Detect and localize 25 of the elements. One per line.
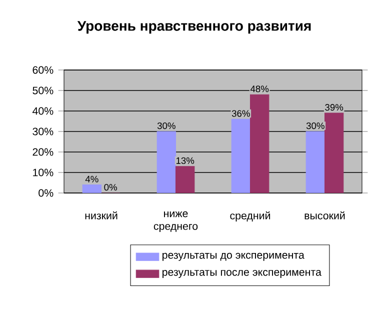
data-label: 30% [306,122,324,130]
data-label: 30% [157,122,176,130]
y-tick-label: 30% [32,128,54,136]
bar [324,112,344,193]
data-label: 4% [85,176,98,182]
legend-label: результаты до эксперимента [162,252,304,261]
y-tick-label: 50% [32,86,54,94]
data-label: 36% [232,110,250,117]
bar [250,94,270,193]
legend-label: результаты после эксперимента [162,270,322,278]
bar [175,166,195,193]
y-tick-label: 20% [32,148,54,156]
data-label: 0% [104,184,117,191]
x-tick-label: средний [230,211,270,222]
y-tick-label: 10% [33,168,54,176]
chart-title: Уровень нравственного развития [77,21,311,34]
y-tick-label: 40% [32,107,54,115]
x-tick-label: высокий [304,211,345,220]
x-tick-label: ниже среднего [154,211,198,232]
data-label: 13% [176,157,194,164]
data-label: 39% [325,104,344,111]
x-tick-label: низкий [85,211,118,220]
y-tick-label: 0% [38,189,54,197]
y-tick-label: 60% [32,66,54,74]
data-label: 48% [250,86,269,92]
